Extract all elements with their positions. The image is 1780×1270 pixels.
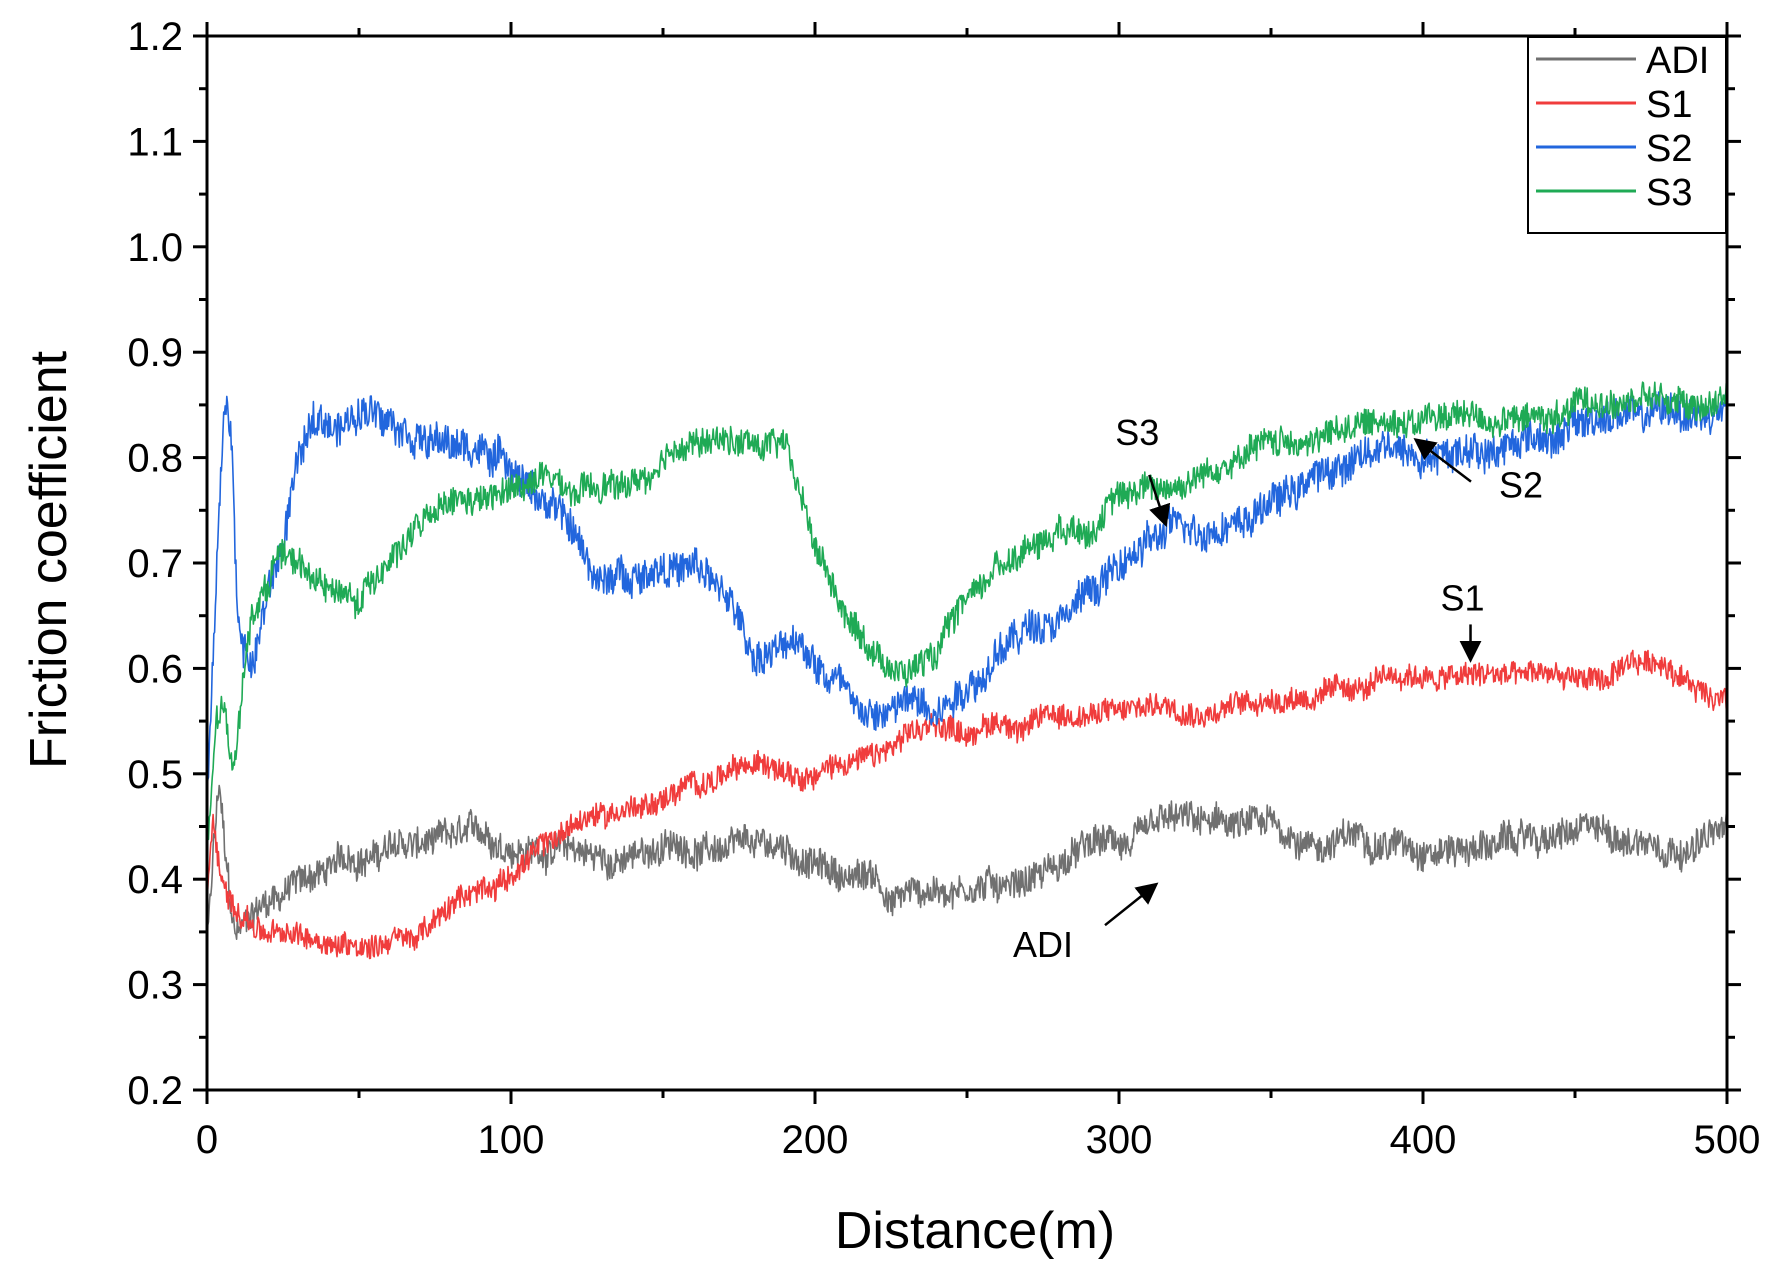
series-line-s1 [207,649,1727,960]
y-tick-label: 0.8 [127,437,183,481]
y-tick-label: 1.1 [127,120,183,164]
annotation-arrow-adi [1104,882,1159,927]
y-tick-label: 0.7 [127,542,183,586]
series-line-s2 [207,390,1727,793]
tick-labels-layer: 0 100 200 300 400 500 0.2 0.3 0.4 0.5 0.6 0.7 0.8 0.9… [127,15,1760,1162]
y-axis-title: Friction coefficient [20,350,78,769]
y-tick-label: 0.9 [127,331,183,375]
series-line-adi [207,784,1727,958]
y-tick-label: 0.4 [127,858,183,902]
plot-frame [205,34,1729,1092]
legend-label-adi: ADI [1646,40,1709,82]
y-tick-label: 0.2 [127,1069,183,1113]
y-tick-label: 0.3 [127,964,183,1008]
y-tick-label: 1.2 [127,15,183,59]
annotation-adi: ADI [1013,924,1073,965]
y-tick-label: 1.0 [127,226,183,270]
annotation-s1: S1 [1440,577,1484,618]
annotations-layer: S3 S2 S1 ADI [1013,412,1543,965]
legend-label-s2: S2 [1646,128,1692,170]
x-tick-label: 300 [1086,1118,1153,1162]
y-tick-label: 0.5 [127,753,183,797]
x-tick-label: 500 [1694,1118,1761,1162]
annotation-arrow-s3 [1148,474,1171,528]
x-tick-label: 100 [478,1118,545,1162]
annotation-s3: S3 [1115,412,1159,453]
y-tick-label: 0.6 [127,647,183,691]
legend-label-s3: S3 [1646,172,1692,214]
annotation-s2: S2 [1499,465,1543,506]
plot-border [205,34,1729,1092]
x-axis-title: Distance(m) [835,1202,1115,1260]
legend-box [1527,36,1727,234]
x-tick-label: 200 [782,1118,849,1162]
x-tick-label: 400 [1390,1118,1457,1162]
series-layer [207,381,1727,960]
x-tick-label: 0 [196,1118,218,1162]
series-line-s3 [207,381,1727,859]
annotation-arrow-s2 [1413,437,1472,483]
legend-label-s1: S1 [1646,84,1692,126]
